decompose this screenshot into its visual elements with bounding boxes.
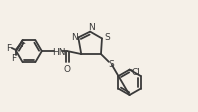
Text: N: N xyxy=(71,33,78,42)
Text: Cl: Cl xyxy=(131,68,140,76)
Text: F: F xyxy=(6,44,11,53)
Text: F: F xyxy=(20,39,25,48)
Text: O: O xyxy=(64,64,71,73)
Text: S: S xyxy=(104,33,110,42)
Text: HN: HN xyxy=(52,47,65,56)
Text: F: F xyxy=(11,54,16,63)
Text: N: N xyxy=(88,23,94,32)
Text: S: S xyxy=(108,60,114,69)
